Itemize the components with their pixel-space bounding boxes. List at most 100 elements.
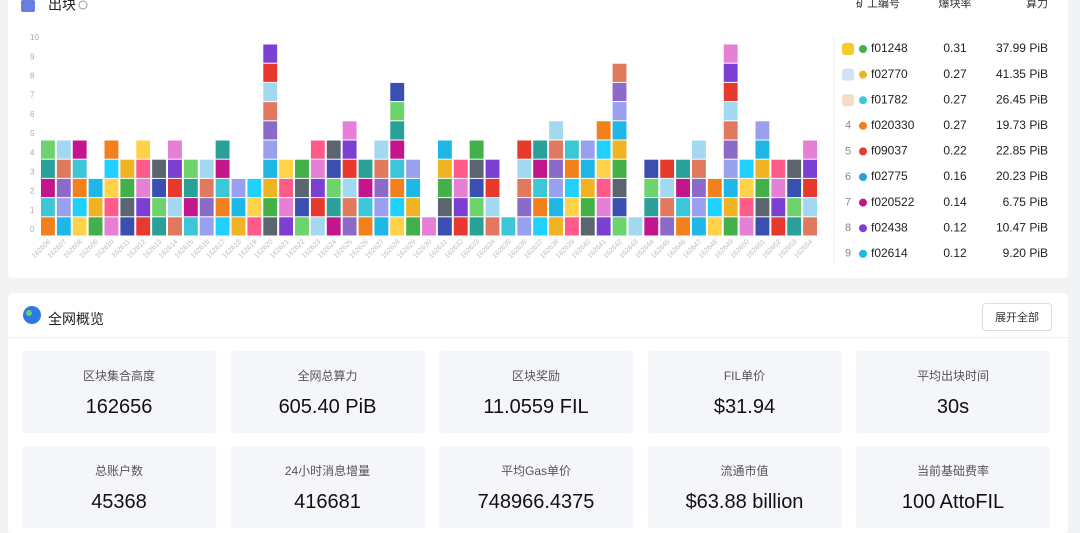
block <box>644 198 659 217</box>
block <box>199 178 214 198</box>
block <box>41 198 55 217</box>
divider <box>8 337 1068 338</box>
block <box>787 198 802 217</box>
block <box>390 198 405 217</box>
block-column <box>723 44 738 236</box>
block-column <box>707 178 722 236</box>
block <box>549 121 563 140</box>
block-column <box>453 159 468 236</box>
block <box>771 178 786 198</box>
block <box>152 178 167 198</box>
block <box>231 178 246 198</box>
block-column <box>295 159 309 236</box>
block <box>517 217 532 236</box>
block <box>326 198 341 217</box>
block <box>358 198 373 217</box>
block <box>564 178 579 198</box>
block <box>374 178 389 198</box>
block-column <box>644 159 659 236</box>
block <box>771 217 786 236</box>
block <box>533 159 548 178</box>
block <box>41 178 55 198</box>
block-column <box>88 178 103 236</box>
block <box>517 198 532 217</box>
block-column <box>517 140 532 236</box>
block <box>739 198 754 217</box>
block <box>533 140 548 159</box>
block-column <box>406 159 421 236</box>
block <box>263 217 278 236</box>
miner-dot <box>859 45 867 53</box>
stat-label: 全网总算力 <box>297 369 358 383</box>
block <box>549 140 563 159</box>
expand-button[interactable]: 展开全部 <box>982 303 1052 331</box>
block-column <box>263 44 278 236</box>
win-rate: 0.27 <box>943 92 967 106</box>
block <box>803 159 817 178</box>
block <box>326 178 341 198</box>
block-column <box>120 159 135 236</box>
block-column <box>596 121 611 236</box>
block <box>755 140 770 159</box>
block <box>136 217 151 236</box>
block <box>136 198 151 217</box>
title: 出块 <box>48 0 76 13</box>
rank: 4 <box>845 120 851 132</box>
block <box>247 178 262 198</box>
block <box>104 198 119 217</box>
stat-label: 平均Gas单价 <box>500 464 571 478</box>
block <box>279 217 294 236</box>
block <box>263 198 278 217</box>
block <box>660 198 675 217</box>
stat-card: 24小时消息增量 416681 <box>230 446 425 528</box>
power: 20.23 PiB <box>996 169 1048 183</box>
block <box>136 140 151 159</box>
block <box>168 159 182 178</box>
block-column <box>358 159 373 236</box>
block-column <box>676 159 690 236</box>
block-column <box>199 159 214 236</box>
block <box>723 82 738 102</box>
block <box>104 178 119 198</box>
block <box>168 178 182 198</box>
block <box>56 217 71 236</box>
block <box>437 140 452 159</box>
rank: 5 <box>845 145 851 157</box>
block <box>549 159 563 178</box>
block <box>56 140 71 159</box>
stat-value: $31.94 <box>713 396 776 418</box>
miner-dot <box>859 147 867 156</box>
block <box>596 178 611 198</box>
block <box>199 159 214 178</box>
rank: 6 <box>845 171 851 183</box>
block <box>72 140 87 159</box>
stat-card: 平均出块时间 30s <box>856 351 1050 433</box>
block <box>120 217 135 236</box>
block <box>755 178 770 198</box>
block <box>723 63 738 82</box>
block <box>660 217 675 236</box>
win-rate: 0.27 <box>943 118 967 132</box>
block <box>596 159 611 178</box>
block <box>723 102 738 121</box>
block-column <box>422 217 436 236</box>
win-rate: 0.14 <box>943 195 967 209</box>
block <box>263 82 278 102</box>
stat-label: 流通市值 <box>720 464 769 478</box>
block <box>612 82 627 102</box>
miner-dot <box>859 173 867 181</box>
block <box>41 217 55 236</box>
stat-card: 平均Gas单价 748966.4375 <box>439 446 633 528</box>
stat-value: 11.0559 FIL <box>483 396 589 418</box>
block <box>485 198 500 217</box>
block <box>231 198 246 217</box>
stat-card: 当前基础费率 100 AttoFIL <box>856 446 1050 528</box>
block <box>310 198 325 217</box>
power: 26.45 PiB <box>996 92 1048 106</box>
block <box>56 178 71 198</box>
power: 22.85 PiB <box>996 144 1048 158</box>
miner-id: f02770 <box>871 67 908 81</box>
block <box>755 121 770 140</box>
block <box>501 217 516 236</box>
stat-label: 平均出块时间 <box>916 369 989 383</box>
